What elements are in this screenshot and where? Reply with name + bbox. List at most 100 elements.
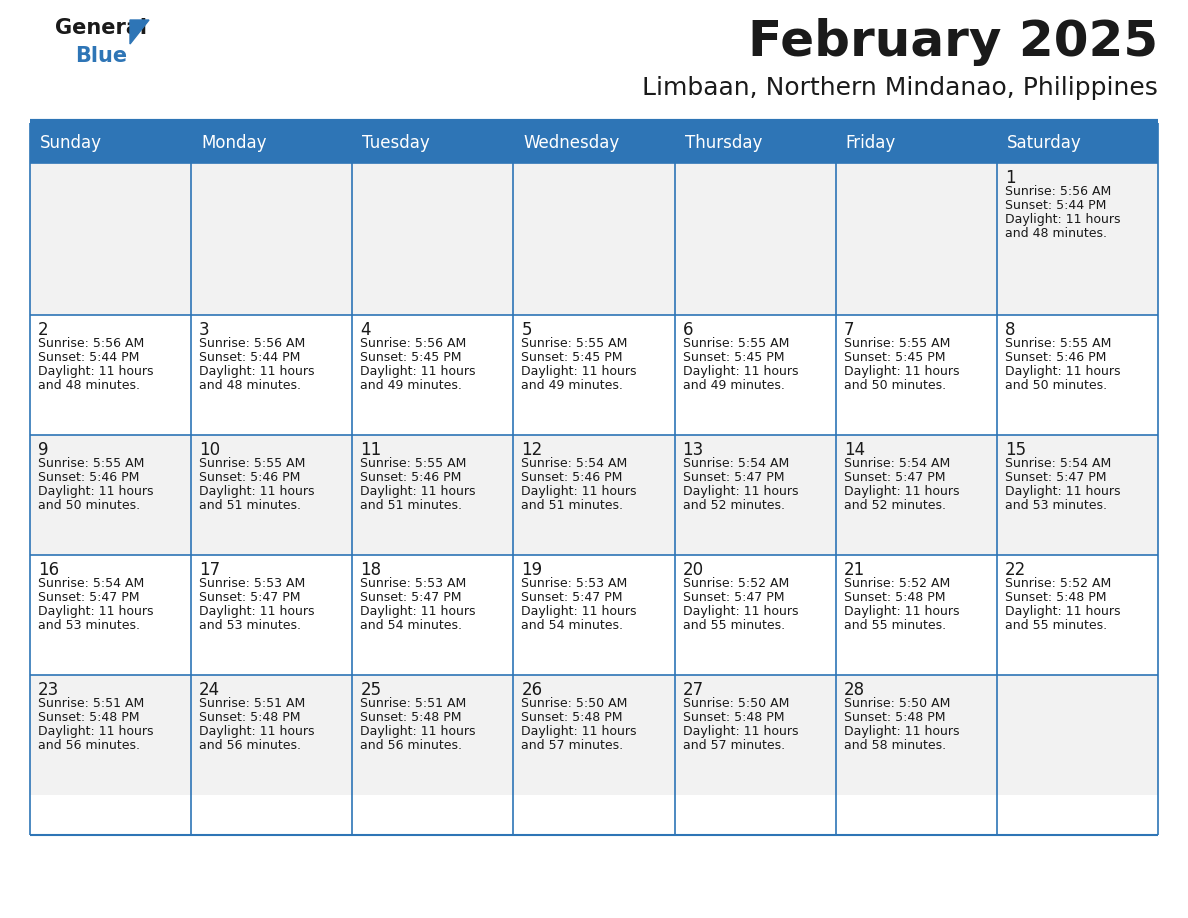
Text: Sunrise: 5:51 AM: Sunrise: 5:51 AM: [38, 697, 144, 710]
Text: Tuesday: Tuesday: [362, 134, 430, 152]
Text: Sunrise: 5:53 AM: Sunrise: 5:53 AM: [360, 577, 467, 590]
Text: 3: 3: [200, 321, 210, 339]
Text: and 52 minutes.: and 52 minutes.: [683, 499, 784, 512]
Text: 14: 14: [843, 441, 865, 459]
Bar: [513, 555, 675, 675]
Text: Sunset: 5:47 PM: Sunset: 5:47 PM: [360, 591, 462, 604]
Bar: [997, 163, 1158, 315]
Text: and 53 minutes.: and 53 minutes.: [1005, 499, 1107, 512]
Text: 26: 26: [522, 681, 543, 699]
Text: Daylight: 11 hours: Daylight: 11 hours: [683, 365, 798, 378]
Text: and 56 minutes.: and 56 minutes.: [200, 739, 301, 752]
Text: Daylight: 11 hours: Daylight: 11 hours: [522, 605, 637, 618]
Text: 18: 18: [360, 561, 381, 579]
Text: Sunset: 5:47 PM: Sunset: 5:47 PM: [683, 471, 784, 484]
Text: Sunset: 5:48 PM: Sunset: 5:48 PM: [38, 711, 139, 724]
Text: Sunrise: 5:54 AM: Sunrise: 5:54 AM: [683, 457, 789, 470]
Bar: [835, 435, 997, 555]
Bar: [353, 123, 513, 163]
Text: 2: 2: [38, 321, 49, 339]
Text: Sunrise: 5:50 AM: Sunrise: 5:50 AM: [843, 697, 950, 710]
Bar: [191, 315, 353, 435]
Text: Sunset: 5:46 PM: Sunset: 5:46 PM: [1005, 351, 1106, 364]
Text: Daylight: 11 hours: Daylight: 11 hours: [360, 605, 475, 618]
Bar: [997, 555, 1158, 675]
Text: and 53 minutes.: and 53 minutes.: [200, 619, 301, 632]
Text: Sunrise: 5:52 AM: Sunrise: 5:52 AM: [843, 577, 950, 590]
Bar: [675, 675, 835, 795]
Text: Sunset: 5:46 PM: Sunset: 5:46 PM: [360, 471, 462, 484]
Text: Friday: Friday: [846, 134, 896, 152]
Text: Daylight: 11 hours: Daylight: 11 hours: [843, 485, 959, 498]
Text: Daylight: 11 hours: Daylight: 11 hours: [522, 725, 637, 738]
Text: and 51 minutes.: and 51 minutes.: [360, 499, 462, 512]
Bar: [513, 435, 675, 555]
Text: and 57 minutes.: and 57 minutes.: [683, 739, 785, 752]
Text: 16: 16: [38, 561, 59, 579]
Bar: [997, 675, 1158, 795]
Text: 20: 20: [683, 561, 703, 579]
Text: Sunrise: 5:55 AM: Sunrise: 5:55 AM: [683, 337, 789, 350]
Bar: [513, 315, 675, 435]
Text: Sunrise: 5:54 AM: Sunrise: 5:54 AM: [843, 457, 950, 470]
Text: Wednesday: Wednesday: [524, 134, 620, 152]
Text: Daylight: 11 hours: Daylight: 11 hours: [522, 485, 637, 498]
Text: and 50 minutes.: and 50 minutes.: [1005, 379, 1107, 392]
Text: Daylight: 11 hours: Daylight: 11 hours: [1005, 365, 1120, 378]
Text: 6: 6: [683, 321, 693, 339]
Text: Sunrise: 5:54 AM: Sunrise: 5:54 AM: [38, 577, 144, 590]
Text: Daylight: 11 hours: Daylight: 11 hours: [683, 725, 798, 738]
Text: 23: 23: [38, 681, 59, 699]
Text: Daylight: 11 hours: Daylight: 11 hours: [200, 605, 315, 618]
Text: Sunrise: 5:53 AM: Sunrise: 5:53 AM: [200, 577, 305, 590]
Text: Sunrise: 5:53 AM: Sunrise: 5:53 AM: [522, 577, 627, 590]
Text: Daylight: 11 hours: Daylight: 11 hours: [38, 605, 153, 618]
Text: Limbaan, Northern Mindanao, Philippines: Limbaan, Northern Mindanao, Philippines: [643, 76, 1158, 100]
Bar: [353, 315, 513, 435]
Text: Sunset: 5:47 PM: Sunset: 5:47 PM: [38, 591, 139, 604]
Bar: [835, 555, 997, 675]
Text: Sunrise: 5:55 AM: Sunrise: 5:55 AM: [200, 457, 305, 470]
Bar: [30, 315, 191, 435]
Bar: [997, 435, 1158, 555]
Text: Daylight: 11 hours: Daylight: 11 hours: [38, 365, 153, 378]
Text: 12: 12: [522, 441, 543, 459]
Text: 27: 27: [683, 681, 703, 699]
Text: and 49 minutes.: and 49 minutes.: [683, 379, 784, 392]
Text: and 56 minutes.: and 56 minutes.: [360, 739, 462, 752]
Text: and 51 minutes.: and 51 minutes.: [200, 499, 301, 512]
Text: Sunrise: 5:50 AM: Sunrise: 5:50 AM: [683, 697, 789, 710]
Text: Sunrise: 5:55 AM: Sunrise: 5:55 AM: [522, 337, 627, 350]
Polygon shape: [129, 20, 148, 44]
Text: Sunset: 5:45 PM: Sunset: 5:45 PM: [522, 351, 623, 364]
Text: Sunrise: 5:56 AM: Sunrise: 5:56 AM: [360, 337, 467, 350]
Text: Sunrise: 5:52 AM: Sunrise: 5:52 AM: [1005, 577, 1111, 590]
Bar: [191, 675, 353, 795]
Text: and 53 minutes.: and 53 minutes.: [38, 619, 140, 632]
Text: Sunrise: 5:56 AM: Sunrise: 5:56 AM: [38, 337, 144, 350]
Text: Sunset: 5:45 PM: Sunset: 5:45 PM: [360, 351, 462, 364]
Text: and 55 minutes.: and 55 minutes.: [1005, 619, 1107, 632]
Text: 28: 28: [843, 681, 865, 699]
Bar: [513, 163, 675, 315]
Text: Sunday: Sunday: [40, 134, 102, 152]
Text: 24: 24: [200, 681, 220, 699]
Text: Sunrise: 5:56 AM: Sunrise: 5:56 AM: [200, 337, 305, 350]
Bar: [30, 675, 191, 795]
Text: Daylight: 11 hours: Daylight: 11 hours: [200, 365, 315, 378]
Bar: [30, 435, 191, 555]
Text: 11: 11: [360, 441, 381, 459]
Bar: [675, 163, 835, 315]
Text: Daylight: 11 hours: Daylight: 11 hours: [38, 725, 153, 738]
Bar: [353, 163, 513, 315]
Text: Sunset: 5:44 PM: Sunset: 5:44 PM: [1005, 199, 1106, 212]
Text: Daylight: 11 hours: Daylight: 11 hours: [360, 725, 475, 738]
Text: Blue: Blue: [75, 46, 127, 66]
Bar: [675, 435, 835, 555]
Text: 10: 10: [200, 441, 220, 459]
Bar: [30, 163, 191, 315]
Bar: [191, 555, 353, 675]
Text: Daylight: 11 hours: Daylight: 11 hours: [1005, 213, 1120, 226]
Text: Sunrise: 5:50 AM: Sunrise: 5:50 AM: [522, 697, 627, 710]
Text: and 48 minutes.: and 48 minutes.: [38, 379, 140, 392]
